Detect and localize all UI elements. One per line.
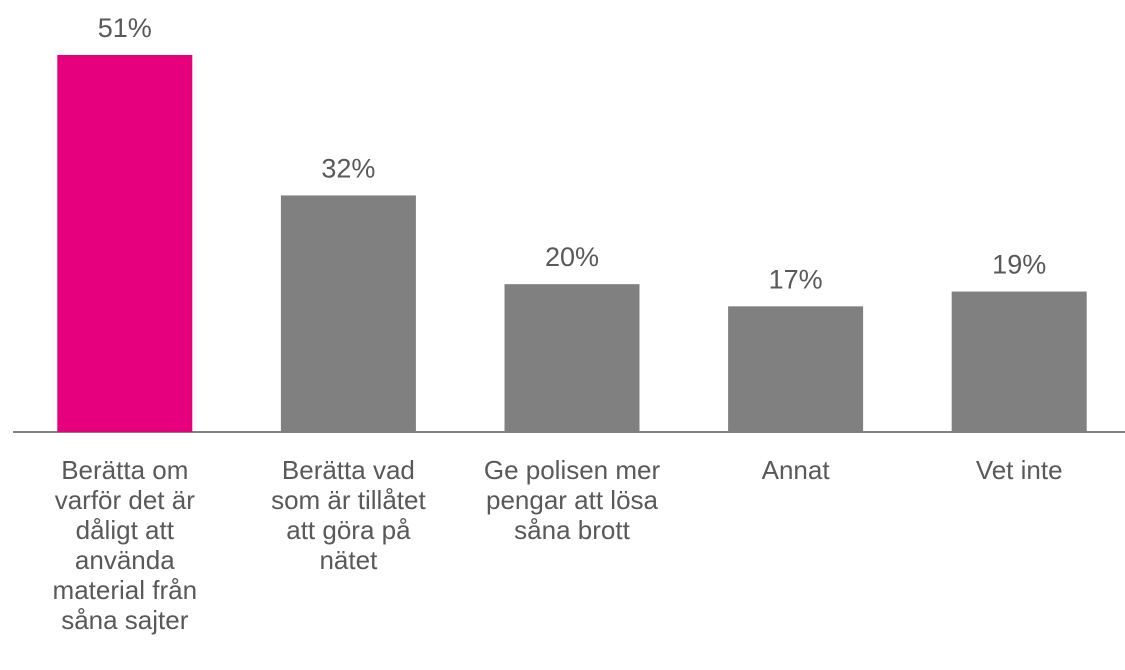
value-label: 20% (545, 242, 599, 272)
category-label: Berätta vad som är tillåtet att göra på … (271, 455, 426, 575)
category-label: Annat (761, 455, 830, 485)
category-label: Berätta om varför det är dåligt att anvä… (52, 455, 198, 635)
value-label: 17% (769, 264, 823, 294)
category-label: Ge polisen mer pengar att lösa såna brot… (483, 455, 661, 545)
bar (57, 55, 193, 432)
bar (728, 306, 864, 432)
bar (504, 284, 640, 432)
bar (951, 291, 1087, 432)
value-label: 19% (992, 250, 1046, 280)
bar (280, 195, 416, 432)
category-label: Vet inte (975, 455, 1063, 485)
value-label: 32% (321, 153, 375, 183)
value-label: 51% (98, 13, 152, 43)
